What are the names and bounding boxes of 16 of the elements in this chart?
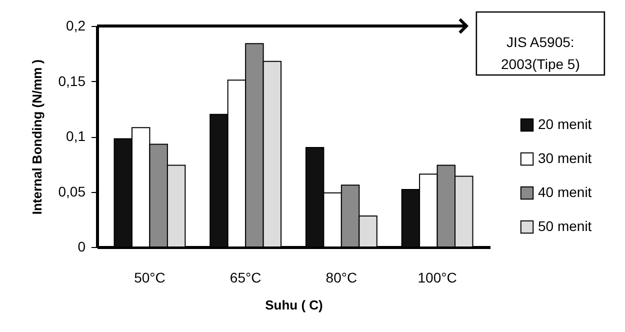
text: JIS A5905: 2003(Tipe 5) <box>500 34 580 72</box>
legend-label: 40 menit <box>538 184 592 200</box>
x-tick-label: 65°C <box>230 270 262 286</box>
y-tick-label: 0 <box>78 238 86 254</box>
legend-label: 30 menit <box>538 150 592 166</box>
y-tick-label: 0,2 <box>66 18 86 34</box>
y-axis-title: Internal Bonding (N/mm ) <box>29 59 44 215</box>
legend-label: 20 menit <box>538 116 592 132</box>
legend-label: 50 menit <box>538 218 592 234</box>
y-tick-label: 0,1 <box>66 128 86 144</box>
x-tick-label: 50°C <box>134 270 166 286</box>
x-tick-label: 80°C <box>326 270 358 286</box>
y-tick-label: 0,15 <box>58 72 86 89</box>
y-tick-label: 0,05 <box>58 183 86 200</box>
x-axis-title: Suhu ( C) <box>265 298 323 312</box>
x-tick-label: 100°C <box>418 270 457 286</box>
